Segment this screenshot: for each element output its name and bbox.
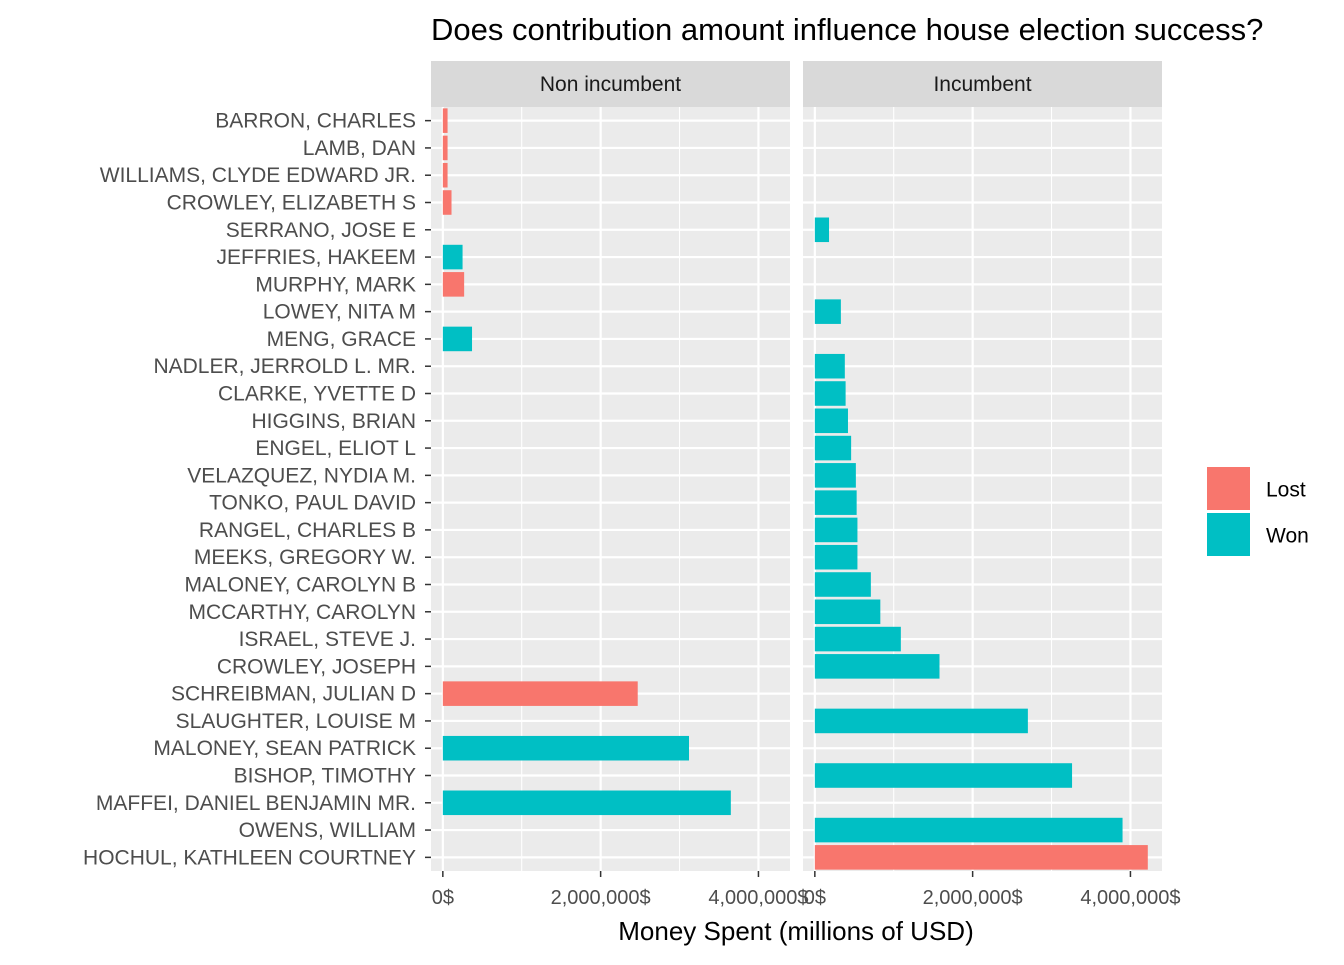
bar-barron-charles (442, 108, 448, 133)
bar-serrano-jose-e (814, 217, 830, 243)
category-label: JEFFRIES, HAKEEM (216, 246, 416, 269)
facet-strip-label: Non incumbent (540, 73, 681, 96)
bar-schreibman-julian-d (442, 681, 638, 706)
bar-williams-clyde-edward-jr (442, 162, 448, 188)
category-label: BARRON, CHARLES (215, 110, 416, 133)
category-label: NADLER, JERROLD L. MR. (153, 355, 416, 378)
facet-strip (431, 61, 790, 107)
panel-background (803, 107, 1162, 871)
bar-meeks-gregory-w (814, 544, 858, 570)
bar-velazquez-nydia-m (814, 463, 856, 488)
bar-owens-william (814, 817, 1123, 843)
bar-bishop-timothy (814, 763, 1073, 788)
bar-higgins-brian (814, 408, 848, 434)
bar-tonko-paul-david (814, 490, 857, 515)
category-label: LOWEY, NITA M (263, 301, 416, 324)
bar-nadler-jerrold-l-mr (814, 353, 845, 379)
category-label: TONKO, PAUL DAVID (209, 492, 416, 515)
category-label: VELAZQUEZ, NYDIA M. (187, 464, 416, 487)
x-tick-label: 2,000,000$ (923, 887, 1023, 909)
panel-non-incumbent: Non incumbent 0$ 2,000,000$ 4,000,000$ (431, 61, 808, 909)
category-label: RANGEL, CHARLES B (199, 519, 416, 542)
category-label: CLARKE, YVETTE D (218, 383, 416, 406)
category-label: LAMB, DAN (303, 137, 416, 160)
category-label: HOCHUL, KATHLEEN COURTNEY (83, 846, 416, 869)
bar-israel-steve-j (814, 626, 901, 652)
bar-lowey-nita-m (814, 299, 841, 324)
category-label: SERRANO, JOSE E (226, 219, 416, 242)
bar-crowley-joseph (814, 654, 940, 679)
category-label: MALONEY, SEAN PATRICK (153, 737, 416, 760)
category-label: MCCARTHY, CAROLYN (188, 601, 416, 624)
bar-meng-grace (442, 326, 473, 352)
bar-maloney-sean-patrick (442, 735, 690, 761)
bar-jeffries-hakeem (442, 244, 463, 270)
category-label: MALONEY, CAROLYN B (185, 574, 416, 597)
panel-incumbent: Incumbent 0$ 2,000,000$ 4,000,000$ (803, 61, 1180, 909)
legend-label-won: Won (1266, 525, 1309, 548)
category-label: MURPHY, MARK (255, 273, 416, 296)
category-label: WILLIAMS, CLYDE EDWARD JR. (100, 164, 416, 187)
bar-maffei-daniel-benjamin-mr (442, 790, 731, 816)
category-label: CROWLEY, ELIZABETH S (167, 192, 416, 215)
category-label: ISRAEL, STEVE J. (239, 628, 416, 651)
legend: Lost Won (1207, 467, 1309, 556)
category-label: MAFFEI, DANIEL BENJAMIN MR. (96, 792, 416, 815)
category-label: MENG, GRACE (267, 328, 416, 351)
facet-strip (803, 61, 1162, 107)
chart-title: Does contribution amount influence house… (431, 12, 1263, 47)
x-tick-label: 0$ (804, 887, 826, 909)
bar-rangel-charles-b (814, 517, 858, 543)
legend-label-lost: Lost (1266, 479, 1306, 502)
bar-engel-eliot-l (814, 435, 852, 461)
x-tick-label: 4,000,000$ (1080, 887, 1180, 909)
category-label: SLAUGHTER, LOUISE M (176, 710, 416, 733)
legend-key-won (1207, 513, 1250, 556)
category-label: OWENS, WILLIAM (239, 819, 416, 842)
category-label: MEEKS, GREGORY W. (194, 546, 416, 569)
bar-crowley-elizabeth-s (442, 190, 452, 215)
category-label: ENGEL, ELIOT L (255, 437, 416, 460)
category-label: SCHREIBMAN, JULIAN D (171, 683, 416, 706)
facet-strip-label: Incumbent (933, 73, 1031, 96)
bar-slaughter-louise-m (814, 708, 1028, 734)
x-axis-title: Money Spent (millions of USD) (618, 916, 973, 946)
x-tick-label: 2,000,000$ (551, 887, 651, 909)
x-tick-label: 4,000,000$ (708, 887, 808, 909)
bar-hochul-kathleen-courtney (814, 845, 1148, 870)
category-label: CROWLEY, JOSEPH (217, 655, 416, 678)
category-label: BISHOP, TIMOTHY (234, 765, 416, 788)
bar-murphy-mark (442, 272, 465, 297)
bar-maloney-carolyn-b (814, 572, 871, 597)
x-tick-label: 0$ (432, 887, 454, 909)
bar-clarke-yvette-d (814, 381, 846, 406)
bar-mccarthy-carolyn (814, 599, 881, 625)
category-labels: BARRON, CHARLES LAMB, DAN WILLIAMS, CLYDE … (83, 110, 431, 869)
category-label: HIGGINS, BRIAN (251, 410, 416, 433)
legend-key-lost (1207, 467, 1250, 510)
bar-lamb-dan (442, 135, 448, 161)
